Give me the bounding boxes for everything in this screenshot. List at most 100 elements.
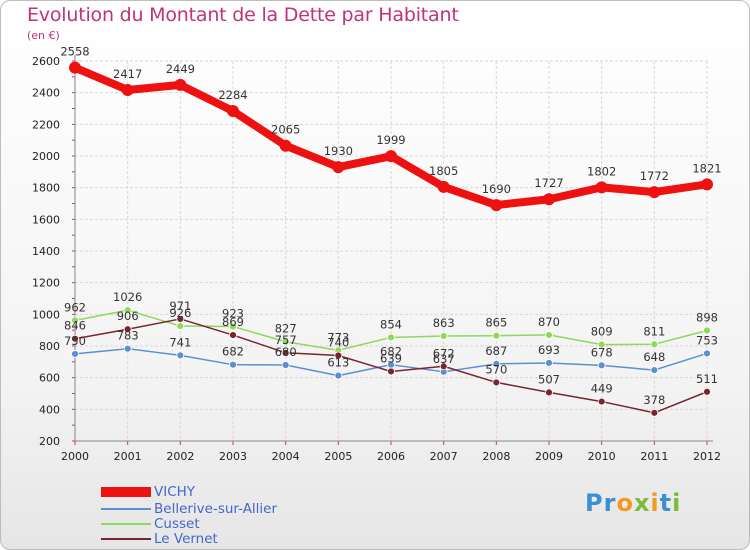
data-label: 1930 (324, 144, 353, 158)
legend-item: Le Vernet (101, 532, 218, 547)
proxiti-logo: Proxiti (585, 489, 681, 517)
data-label: 2449 (166, 62, 195, 76)
legend-label: Le Vernet (154, 531, 218, 547)
data-point (648, 186, 661, 199)
data-label: 753 (696, 333, 718, 347)
data-point (123, 306, 132, 315)
data-label: 971 (169, 299, 191, 313)
data-label: 682 (380, 345, 402, 359)
data-point (650, 408, 659, 417)
data-label: 639 (380, 351, 402, 365)
data-label: 1805 (429, 164, 458, 178)
logo-letter: i (672, 489, 682, 517)
data-point (123, 344, 132, 353)
x-tick-label: 2004 (272, 450, 300, 463)
data-label: 870 (538, 315, 560, 329)
data-point (387, 333, 395, 342)
data-point (597, 340, 606, 349)
data-label: 507 (538, 372, 560, 386)
logo-letter: P (585, 489, 604, 517)
data-label: 740 (327, 336, 349, 350)
data-point (174, 78, 187, 91)
legend-label: VICHY (154, 484, 196, 500)
y-tick-label: 1200 (32, 277, 60, 290)
data-label: 846 (64, 319, 86, 333)
data-point (492, 331, 501, 340)
data-label: 682 (222, 345, 244, 359)
y-tick-label: 800 (39, 340, 60, 353)
data-label: 511 (696, 372, 718, 386)
data-label: 1026 (113, 290, 142, 304)
y-tick-label: 1800 (32, 182, 60, 195)
data-label: 1772 (640, 169, 669, 183)
data-point (334, 371, 343, 380)
legend-item: Cusset (101, 517, 200, 532)
data-point (229, 360, 237, 369)
data-label: 827 (275, 322, 297, 336)
data-point (229, 331, 237, 339)
y-tick-label: 200 (39, 435, 60, 448)
data-point (437, 180, 450, 193)
x-tick-label: 2005 (324, 450, 352, 463)
data-label: 687 (485, 344, 507, 358)
data-point (703, 326, 711, 335)
y-tick-label: 600 (39, 372, 60, 385)
y-tick-label: 1600 (32, 213, 60, 226)
data-point (176, 351, 185, 360)
data-label: 570 (485, 362, 507, 376)
data-label: 854 (380, 317, 402, 331)
data-label: 1999 (376, 133, 405, 147)
y-tick-label: 400 (39, 403, 60, 416)
x-tick-label: 2010 (588, 450, 616, 463)
data-label: 2558 (60, 45, 89, 59)
data-label: 680 (275, 345, 297, 359)
data-label: 923 (222, 307, 244, 321)
data-point (332, 161, 345, 174)
data-label: 906 (117, 309, 139, 323)
y-unit-label: (en €) (27, 29, 60, 42)
x-tick-label: 2001 (114, 450, 142, 463)
data-label: 741 (169, 335, 191, 349)
data-label: 648 (643, 350, 665, 364)
legend-label: Bellerive-sur-Allier (154, 501, 278, 517)
data-point (176, 322, 185, 330)
data-label: 773 (327, 330, 349, 344)
x-tick-label: 2011 (640, 450, 668, 463)
x-tick-label: 2002 (166, 450, 194, 463)
legend-swatch (101, 487, 151, 497)
data-point (492, 359, 501, 368)
x-tick-label: 2006 (377, 450, 405, 463)
data-point (545, 388, 553, 397)
data-label: 449 (591, 382, 613, 396)
grid (74, 60, 708, 442)
data-point (71, 316, 79, 325)
data-point (229, 322, 237, 331)
y-tick-label: 2400 (32, 87, 60, 100)
data-label: 750 (64, 334, 86, 348)
data-label: 637 (433, 352, 455, 366)
chart-title: Evolution du Montant de la Dette par Hab… (27, 4, 459, 26)
data-labels: 2558 2417 2449 2284 2065 1930 1999 1805 1690 1727… (60, 45, 721, 407)
data-label: 926 (169, 306, 191, 320)
data-label: 1690 (482, 182, 511, 196)
data-point (281, 337, 290, 346)
data-label: 811 (643, 324, 665, 338)
data-point (492, 378, 501, 387)
data-label: 1727 (534, 176, 563, 190)
data-point (121, 83, 134, 96)
data-label: 809 (591, 325, 613, 339)
data-label: 865 (485, 316, 507, 330)
data-point (71, 334, 79, 343)
data-label: 898 (696, 310, 718, 324)
x-tick-label: 2012 (693, 450, 721, 463)
data-point (176, 315, 185, 323)
y-tick-label: 1000 (32, 308, 60, 321)
y-tick-label: 2200 (32, 118, 60, 131)
legend-item: Bellerive-sur-Allier (101, 502, 277, 517)
data-label: 783 (117, 329, 139, 343)
data-point (69, 61, 81, 74)
logo-letter: i (650, 489, 660, 517)
data-point (595, 181, 608, 194)
data-label: 2065 (271, 123, 300, 137)
